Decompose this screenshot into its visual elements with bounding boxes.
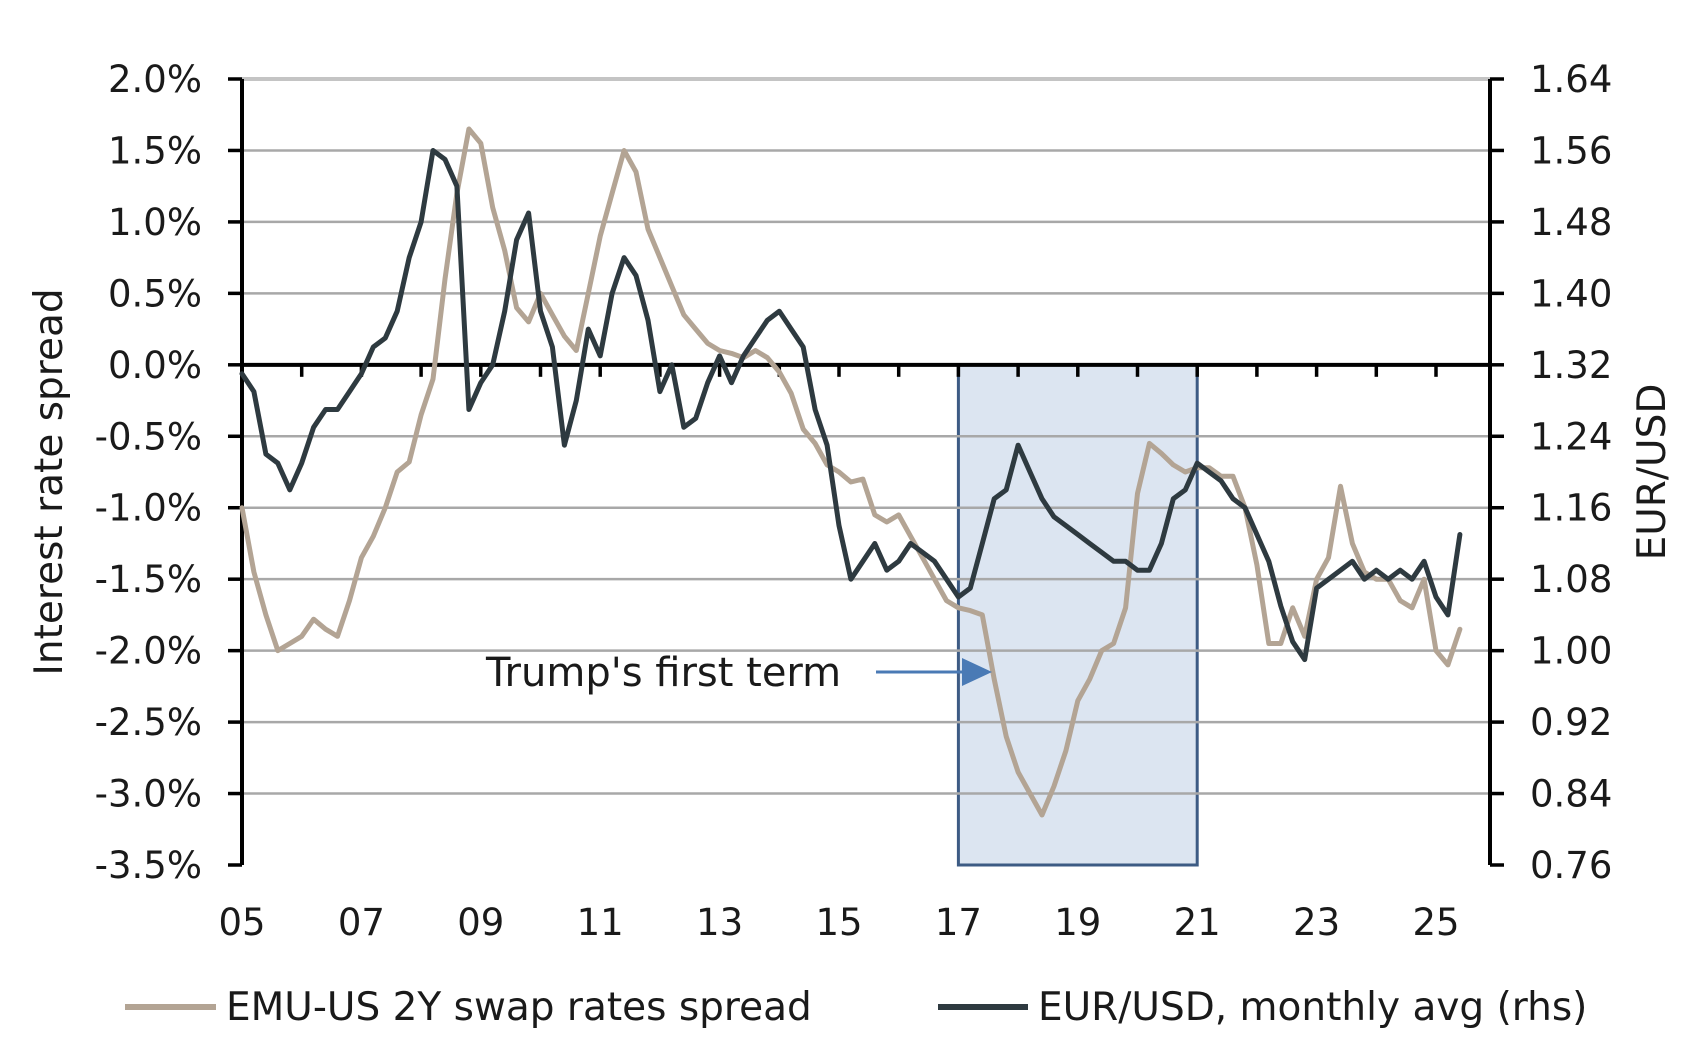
y-tick-label: -2.5% [95, 701, 202, 744]
x-tick-label: 25 [1412, 901, 1459, 944]
y2-tick-label: 0.76 [1530, 844, 1612, 887]
y2-tick-label: 1.40 [1530, 272, 1612, 315]
y2-tick-label: 1.56 [1530, 129, 1612, 172]
y2-tick-label: 0.92 [1530, 701, 1612, 744]
x-tick-label: 09 [457, 901, 504, 944]
x-tick-label: 11 [577, 901, 624, 944]
shaded-region-trump-first-term [956, 363, 1199, 867]
x-tick-label: 21 [1174, 901, 1221, 944]
y-tick-label: 0.5% [108, 272, 202, 315]
legend-label: EMU-US 2Y swap rates spread [226, 985, 812, 1030]
x-tick-label: 05 [218, 901, 265, 944]
y-tick-label: -3.0% [95, 773, 202, 816]
x-tick-label: 13 [696, 901, 743, 944]
y2-axis-title: EUR/USD [1630, 384, 1675, 561]
y-tick-label: 1.5% [108, 129, 202, 172]
series-line-emu-us-spread [239, 126, 1463, 818]
annotation-label: Trump's first term [485, 650, 841, 696]
y-tick-label: -2.0% [95, 630, 202, 673]
annotation-arrow-head [962, 658, 992, 686]
y-tick-label: -0.5% [95, 415, 202, 458]
x-tick-label: 23 [1293, 901, 1340, 944]
y-axis-title: Interest rate spread [27, 288, 72, 675]
y2-tick-label: 1.48 [1530, 201, 1612, 244]
y-tick-label: -1.5% [95, 558, 202, 601]
y2-tick-label: 1.64 [1530, 58, 1612, 101]
x-tick-label: 19 [1054, 901, 1101, 944]
y-tick-label: -1.0% [95, 487, 202, 530]
x-tick-label: 15 [815, 901, 862, 944]
y-tick-label: 2.0% [108, 58, 202, 101]
y2-tick-label: 0.84 [1530, 773, 1612, 816]
y-tick-label: 0.0% [108, 344, 202, 387]
y2-tick-label: 1.00 [1530, 630, 1612, 673]
y2-tick-label: 1.24 [1530, 415, 1612, 458]
series-line-eur-usd [239, 148, 1463, 663]
legend-label: EUR/USD, monthly avg (rhs) [1038, 985, 1587, 1030]
x-tick-label: 17 [935, 901, 982, 944]
y2-tick-label: 1.16 [1530, 487, 1612, 530]
y-tick-label: 1.0% [108, 201, 202, 244]
y2-tick-label: 1.08 [1530, 558, 1612, 601]
x-tick-label: 07 [338, 901, 385, 944]
y2-tick-label: 1.32 [1530, 344, 1612, 387]
y-tick-label: -3.5% [95, 844, 202, 887]
